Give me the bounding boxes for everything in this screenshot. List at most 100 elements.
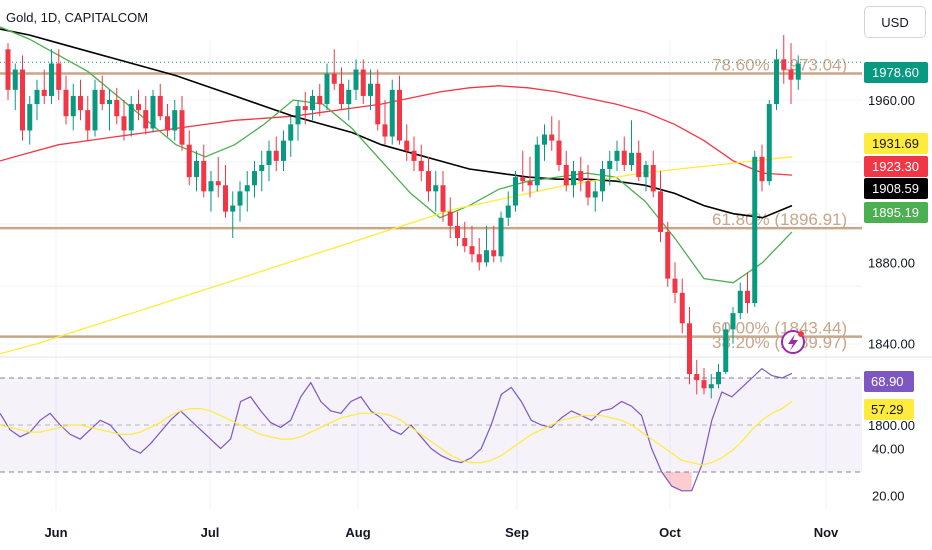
candle[interactable] <box>752 150 758 308</box>
candle[interactable] <box>665 221 671 287</box>
candle-body[interactable] <box>774 59 779 105</box>
candle-body[interactable] <box>259 164 265 172</box>
candle-body[interactable] <box>41 89 47 96</box>
candle[interactable] <box>737 282 743 320</box>
candle-body[interactable] <box>411 150 417 161</box>
candle[interactable] <box>708 374 714 399</box>
candle[interactable] <box>745 272 750 314</box>
candlesticks[interactable] <box>5 35 801 399</box>
candle-body[interactable] <box>788 69 794 80</box>
candle[interactable] <box>520 150 526 192</box>
candle[interactable] <box>310 89 315 121</box>
candle[interactable] <box>5 43 11 100</box>
candle[interactable] <box>629 120 634 172</box>
candle[interactable] <box>12 63 18 111</box>
candle-body[interactable] <box>317 95 323 105</box>
candle-body[interactable] <box>114 100 120 117</box>
candle[interactable] <box>426 156 431 202</box>
candle[interactable] <box>49 49 54 105</box>
candle[interactable] <box>404 124 410 161</box>
candle-body[interactable] <box>70 95 76 117</box>
candle[interactable] <box>542 124 547 161</box>
candle[interactable] <box>331 49 337 90</box>
candle-body[interactable] <box>107 100 112 105</box>
candle-body[interactable] <box>12 69 18 90</box>
candle-body[interactable] <box>469 246 475 255</box>
candle-body[interactable] <box>252 171 257 186</box>
candle-body[interactable] <box>230 205 236 212</box>
candle[interactable] <box>281 130 286 172</box>
candle[interactable] <box>636 140 642 182</box>
candle-body[interactable] <box>621 150 627 165</box>
candle-body[interactable] <box>527 181 533 186</box>
candle-body[interactable] <box>353 69 359 90</box>
price-axis[interactable]: 1960.00 1840.00 1800.00 1880.00 40.00 20.00 <box>868 93 915 504</box>
candle[interactable] <box>78 79 83 121</box>
candle[interactable] <box>157 83 163 121</box>
candle-body[interactable] <box>629 152 634 165</box>
candle[interactable] <box>774 49 779 111</box>
candle[interactable] <box>795 55 801 90</box>
candle-body[interactable] <box>440 185 446 212</box>
candle[interactable] <box>672 262 678 303</box>
candle-body[interactable] <box>186 144 192 178</box>
candle[interactable] <box>549 116 555 151</box>
candle[interactable] <box>92 79 98 137</box>
candle[interactable] <box>440 171 446 222</box>
candle-body[interactable] <box>49 63 54 96</box>
candle-body[interactable] <box>121 116 127 131</box>
candle[interactable] <box>223 164 228 218</box>
candle[interactable] <box>621 136 627 172</box>
candle[interactable] <box>34 79 40 121</box>
candle-body[interactable] <box>752 156 758 303</box>
candle-body[interactable] <box>759 156 765 182</box>
candle-body[interactable] <box>462 238 468 247</box>
candle-body[interactable] <box>128 104 134 131</box>
candle[interactable] <box>600 160 605 202</box>
candle-body[interactable] <box>143 110 149 129</box>
candle[interactable] <box>186 130 192 186</box>
candle-body[interactable] <box>549 134 555 141</box>
candle-body[interactable] <box>614 150 620 161</box>
candle[interactable] <box>730 307 736 344</box>
candle-body[interactable] <box>92 89 98 131</box>
candle[interactable] <box>208 171 214 212</box>
candle[interactable] <box>716 363 721 389</box>
candle-body[interactable] <box>404 140 410 151</box>
candle[interactable] <box>353 59 359 100</box>
candle-body[interactable] <box>650 164 656 192</box>
candle-body[interactable] <box>636 152 642 178</box>
candle[interactable] <box>317 83 323 117</box>
candle[interactable] <box>469 225 475 263</box>
candle-body[interactable] <box>266 150 272 165</box>
candle-body[interactable] <box>476 254 482 263</box>
candle-body[interactable] <box>426 171 431 192</box>
flash-icon[interactable] <box>781 330 805 354</box>
candle-body[interactable] <box>708 384 714 389</box>
candle-body[interactable] <box>302 106 308 111</box>
currency-button[interactable]: USD <box>864 6 926 38</box>
candle[interactable] <box>687 307 692 385</box>
candle-body[interactable] <box>534 144 540 186</box>
candle[interactable] <box>237 181 243 222</box>
candle-body[interactable] <box>520 177 526 182</box>
candle[interactable] <box>302 91 308 125</box>
candle-body[interactable] <box>592 191 598 198</box>
candle[interactable] <box>273 136 279 172</box>
candle[interactable] <box>194 150 199 192</box>
candle-body[interactable] <box>433 185 439 192</box>
candle-body[interactable] <box>418 160 424 172</box>
candle[interactable] <box>701 367 707 395</box>
candle[interactable] <box>491 225 497 263</box>
candle-body[interactable] <box>571 171 576 186</box>
candle[interactable] <box>534 136 540 192</box>
candle-body[interactable] <box>600 169 605 192</box>
candle[interactable] <box>252 160 257 198</box>
candle-body[interactable] <box>375 83 381 125</box>
candle-body[interactable] <box>563 164 569 186</box>
candle[interactable] <box>179 95 185 151</box>
candle[interactable] <box>172 100 178 141</box>
candle[interactable] <box>462 221 468 253</box>
candle-body[interactable] <box>672 278 678 293</box>
